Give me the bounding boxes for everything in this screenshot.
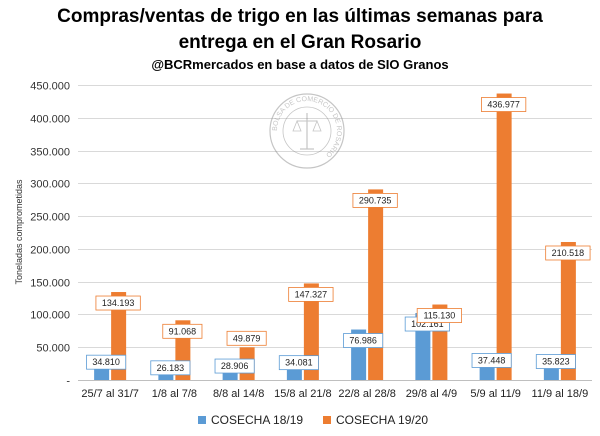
data-label-series2: 210.518: [545, 245, 591, 261]
legend-swatch-series1: [198, 416, 206, 424]
chart-title-line2: entrega en el Gran Rosario: [178, 32, 422, 53]
legend-label-series2: COSECHA 19/20: [336, 413, 428, 427]
data-label-box: [535, 354, 576, 369]
chart-title-line1: Compras/ventas de trigo en las últimas s…: [57, 6, 543, 27]
data-label-text: 34.810: [92, 357, 120, 367]
y-tick-label: 350.000: [30, 147, 70, 159]
data-label-series1: 26.183: [150, 360, 191, 376]
x-tick-label: 15/8 al 21/8: [274, 388, 332, 400]
bar-series2: [496, 93, 512, 381]
data-label-series1: 34.081: [278, 355, 319, 371]
legend-swatch-series2: [323, 416, 331, 424]
data-label-text: 35.823: [542, 357, 570, 367]
data-label-text: 26.183: [157, 363, 185, 373]
chart-subtitle: @BCRmercados en base a datos de SIO Gran…: [151, 57, 449, 72]
data-labels: 34.810 134.193 26.183 91.068 28.906 49.879 34.…: [86, 97, 591, 376]
data-label-text: 76.986: [349, 336, 377, 346]
data-label-text: 28.906: [221, 361, 249, 371]
data-label-text: 436.977: [487, 100, 520, 110]
data-label-text: 290.735: [359, 195, 392, 205]
y-tick-label: 50.000: [36, 343, 70, 355]
bar-series2: [560, 241, 576, 380]
data-label-box: [481, 97, 527, 112]
data-label-box: [545, 245, 591, 261]
data-label-text: 34.081: [285, 358, 313, 368]
data-label-box: [352, 193, 398, 208]
bcr-seal-watermark: BOLSA DE COMERCIO DE ROSARIO: [269, 93, 345, 169]
data-label-box: [226, 330, 267, 346]
x-tick-label: 11/9 al 18/9: [532, 388, 589, 400]
y-tick-label: -: [66, 376, 70, 388]
data-label-series2: 91.068: [162, 323, 203, 339]
y-tick-label: 400.000: [30, 114, 70, 126]
data-label-text: 102.161: [411, 319, 444, 329]
data-label-series2: 290.735: [352, 193, 398, 208]
data-label-series2: 436.977: [481, 97, 527, 112]
data-label-text: 37.448: [478, 355, 506, 365]
y-tick-label: 150.000: [30, 278, 70, 290]
y-tick-label: 100.000: [30, 310, 70, 322]
data-label-box: [343, 333, 384, 348]
data-label-box: [288, 287, 334, 302]
y-tick-label: 450.000: [30, 81, 70, 93]
legend-label-series1: COSECHA 18/19: [211, 413, 303, 427]
y-axis-ticks: - 50.000 100.000 150.000 200.000 250.000 300.0…: [30, 81, 70, 388]
legend: COSECHA 18/19 COSECHA 19/20: [198, 413, 428, 427]
y-tick-label: 200.000: [30, 245, 70, 257]
data-label-series2: 134.193: [95, 295, 141, 311]
data-label-series1: 35.823: [535, 354, 576, 369]
data-label-box: [150, 360, 191, 376]
bar-series2: [368, 189, 384, 380]
data-label-series1: 34.810: [86, 354, 127, 370]
x-tick-label: 22/8 al 28/8: [338, 388, 396, 400]
data-label-text: 115.130: [423, 311, 455, 321]
data-label-text: 49.879: [233, 333, 261, 343]
data-label-box: [214, 358, 255, 374]
x-tick-label: 8/8 al 14/8: [213, 388, 264, 400]
data-label-box: [278, 355, 319, 371]
x-tick-label: 1/8 al 7/8: [152, 388, 197, 400]
data-label-text: 91.068: [169, 326, 197, 336]
x-axis-ticks: 25/7 al 31/7 1/8 al 7/8 8/8 al 14/8 15/8 al…: [81, 388, 588, 400]
data-label-series2: 49.879: [226, 330, 267, 346]
data-label-series1: 28.906: [214, 358, 255, 374]
data-label-box: [416, 308, 462, 323]
data-label-box: [86, 354, 127, 370]
data-label-text: 147.327: [295, 289, 328, 299]
data-label-box: [95, 295, 141, 311]
data-label-series2: 115.130: [416, 308, 462, 323]
x-tick-label: 29/8 al 4/9: [406, 388, 457, 400]
data-label-box: [471, 353, 512, 368]
y-axis-label: Toneladas comprometidas: [14, 179, 24, 285]
data-label-box: [162, 323, 203, 339]
data-label-series1: 76.986: [343, 333, 384, 348]
data-label-text: 134.193: [102, 298, 135, 308]
y-tick-label: 300.000: [30, 179, 70, 191]
data-label-series1: 37.448: [471, 353, 512, 368]
x-tick-label: 25/7 al 31/7: [81, 388, 139, 400]
data-label-text: 210.518: [552, 248, 585, 258]
x-tick-label: 5/9 al 11/9: [470, 388, 521, 400]
data-label-series2: 147.327: [288, 287, 334, 302]
y-tick-label: 250.000: [30, 212, 70, 224]
